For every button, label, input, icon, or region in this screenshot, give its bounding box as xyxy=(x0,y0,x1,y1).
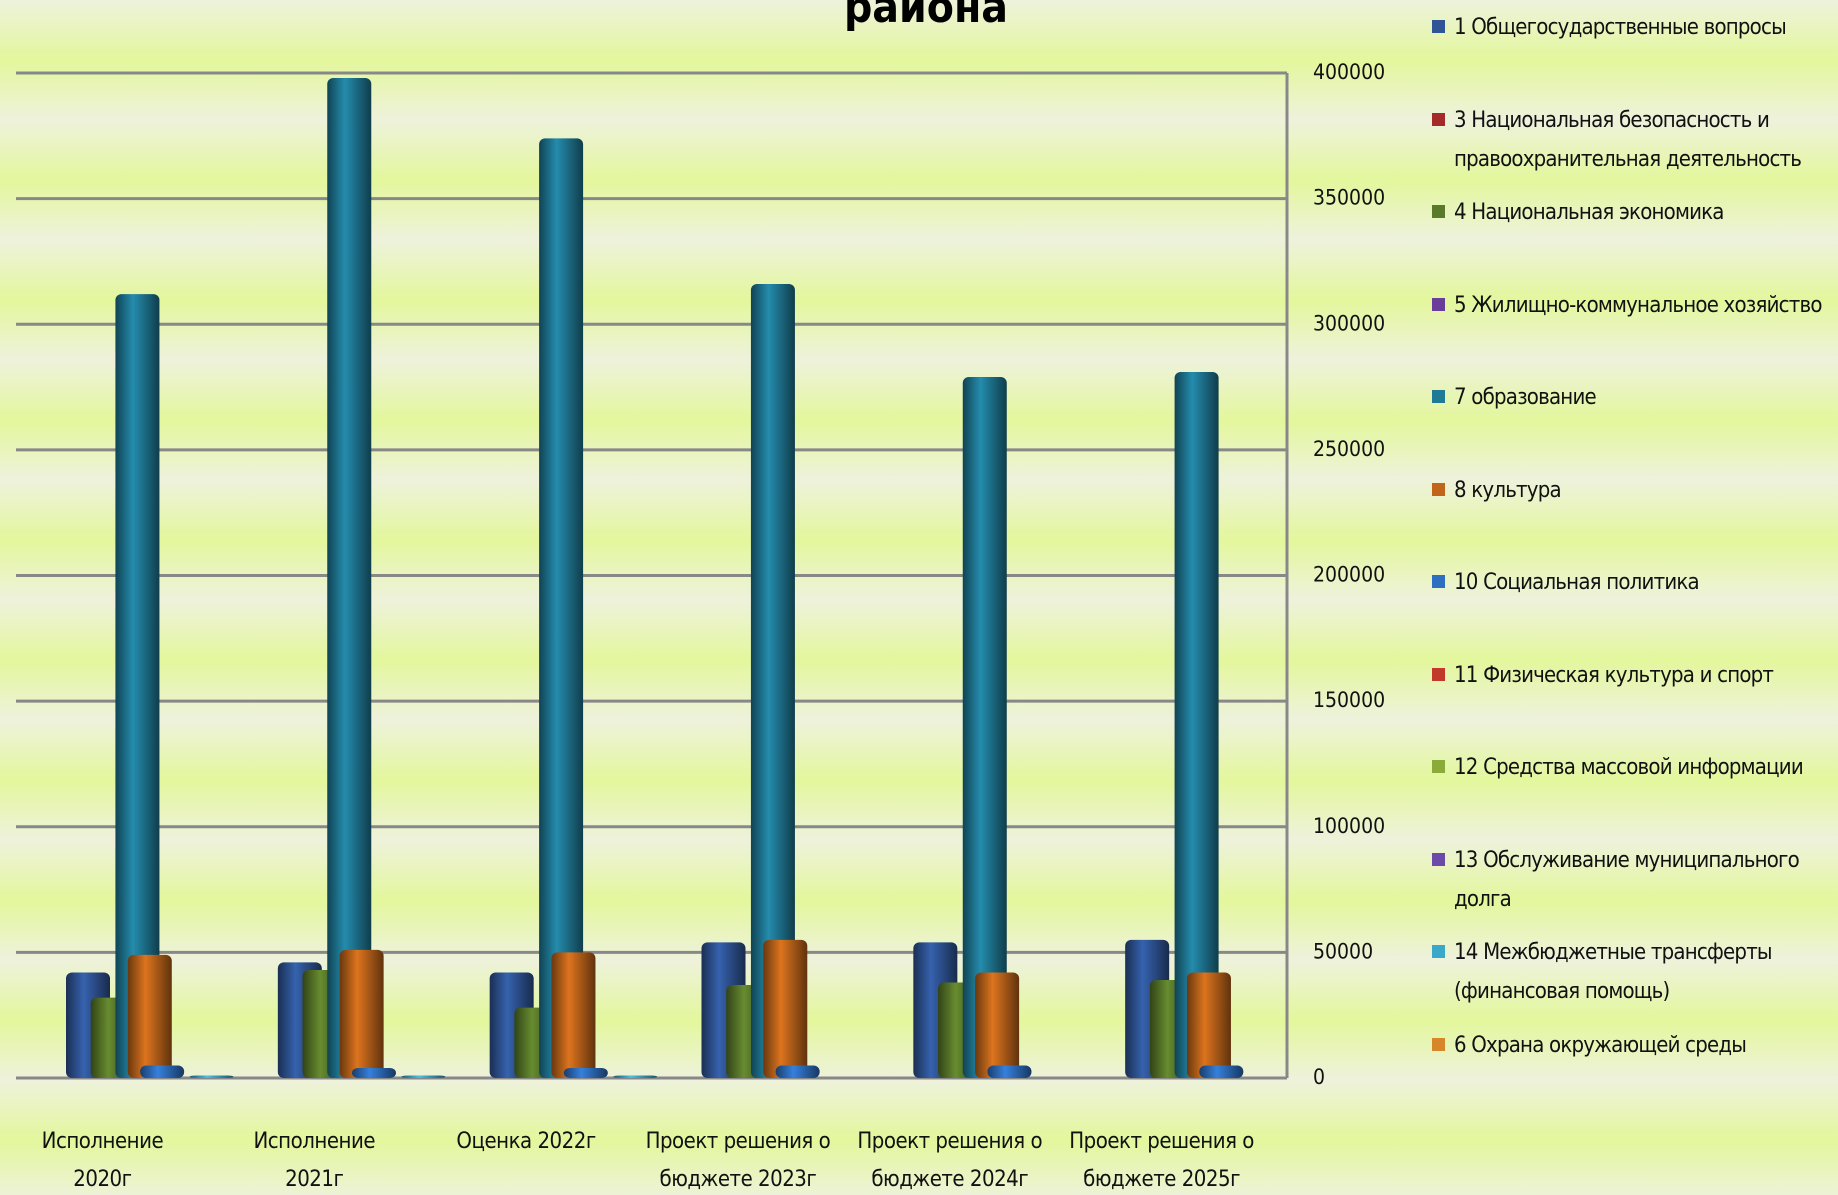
legend-swatch xyxy=(1432,112,1445,126)
legend-entry: 3 Национальная безопасность и правоохран… xyxy=(1432,101,1838,179)
y-tick-label: 150000 xyxy=(1313,688,1385,712)
legend-swatch xyxy=(1432,297,1445,311)
bar xyxy=(1199,1065,1244,1078)
x-tick-label: Исполнение 2021г xyxy=(253,1129,376,1192)
bar xyxy=(539,138,584,1078)
legend-entry: 6 Охрана окружающей среды xyxy=(1432,1026,1838,1065)
legend-entry: 10 Социальная политика xyxy=(1432,563,1838,602)
bar xyxy=(401,1075,446,1078)
y-tick-label: 300000 xyxy=(1313,311,1385,335)
bar xyxy=(1186,972,1231,1078)
legend-swatch xyxy=(1432,20,1445,33)
legend-entry: 12 Средства массовой информации xyxy=(1432,748,1838,787)
x-tick-label: Проект решения о бюджете 2023г xyxy=(645,1129,831,1192)
legend-swatch xyxy=(1432,852,1445,866)
y-tick-label: 350000 xyxy=(1313,186,1385,210)
legend-entry: 14 Межбюджетные трансферты (финансовая п… xyxy=(1432,933,1838,1011)
bar xyxy=(1174,371,1219,1078)
legend-entry: 7 образование xyxy=(1432,378,1838,417)
legend-entry: 8 культура xyxy=(1432,471,1838,510)
bar xyxy=(127,954,172,1078)
y-tick-label: 100000 xyxy=(1313,814,1385,838)
bar xyxy=(339,949,384,1078)
legend-swatch xyxy=(1432,760,1445,773)
bar xyxy=(962,377,1007,1078)
legend-entry: 1 Общегосударственные вопросы xyxy=(1432,8,1838,47)
legend-entry: 13 Обслуживание муниципального долга xyxy=(1432,841,1838,919)
legend-entry: 5 Жилищно-коммунальное хозяйство xyxy=(1432,286,1838,325)
bar xyxy=(563,1067,608,1078)
bar xyxy=(115,294,160,1079)
bar xyxy=(775,1065,820,1078)
bar xyxy=(975,972,1020,1078)
bar xyxy=(763,939,808,1078)
y-tick-label: 400000 xyxy=(1313,60,1385,84)
legend-entry: 11 Физическая культура и спорт xyxy=(1432,656,1838,695)
legend-swatch xyxy=(1432,205,1445,218)
legend-swatch xyxy=(1432,390,1445,403)
legend-swatch xyxy=(1432,575,1445,588)
legend-swatch xyxy=(1432,1037,1445,1051)
legend-swatch xyxy=(1432,482,1445,496)
bar xyxy=(551,952,596,1078)
x-tick-label: Проект решения о бюджете 2025г xyxy=(1069,1129,1254,1192)
x-tick-label: Проект решения о бюджете 2024г xyxy=(857,1129,1043,1192)
bar xyxy=(613,1075,658,1078)
y-tick-label: 250000 xyxy=(1313,437,1385,461)
y-tick-label: 0 xyxy=(1313,1065,1325,1089)
bar xyxy=(327,78,372,1078)
legend-entry: 4 Национальная экономика xyxy=(1432,193,1838,232)
y-tick-label: 50000 xyxy=(1313,939,1373,963)
legend-swatch xyxy=(1432,667,1445,681)
y-tick-label: 200000 xyxy=(1313,563,1385,587)
bar xyxy=(140,1065,185,1078)
bar xyxy=(189,1075,234,1078)
x-tick-label: Исполнение 2020г xyxy=(41,1129,164,1192)
bar xyxy=(351,1067,396,1078)
x-tick-label: Оценка 2022г xyxy=(456,1129,596,1154)
bar xyxy=(750,284,795,1078)
bar xyxy=(987,1065,1032,1078)
chart-title: района xyxy=(843,0,1009,33)
legend-swatch xyxy=(1432,945,1445,958)
